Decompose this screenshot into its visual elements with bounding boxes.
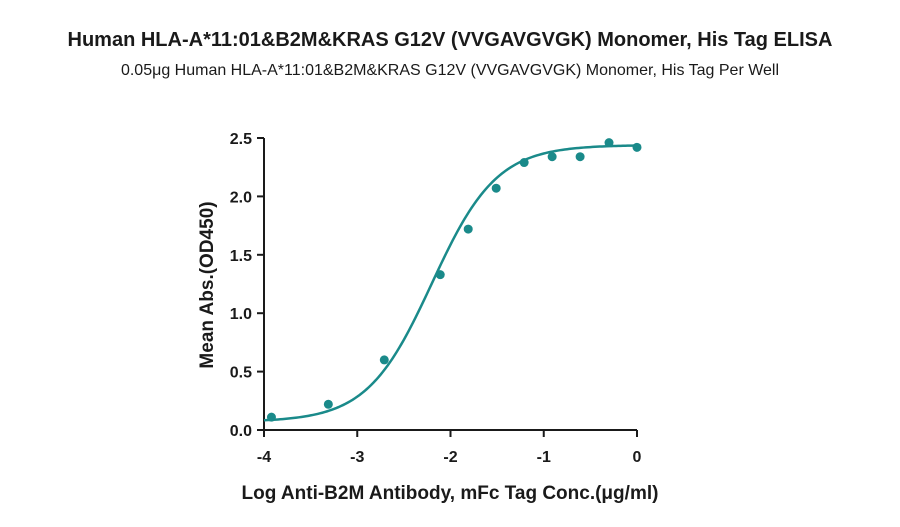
- chart-subtitle: 0.05μg Human HLA-A*11:01&B2M&KRAS G12V (…: [121, 62, 779, 79]
- x-tick-label: -2: [443, 449, 457, 466]
- data-point: [379, 355, 389, 365]
- y-tick-label: 0.0: [230, 423, 252, 440]
- plot-area: 0.0 0.5 1.0 1.5 2.0 2.5 -4 -3 -2 -1 0: [230, 131, 642, 466]
- data-points: [266, 138, 642, 422]
- y-tick-label: 2.5: [230, 131, 252, 148]
- y-tick-label: 1.0: [230, 306, 252, 323]
- y-tick-label: 0.5: [230, 365, 252, 382]
- x-tick-label: -3: [350, 449, 364, 466]
- y-axis-ticks: 0.0 0.5 1.0 1.5 2.0 2.5: [230, 131, 264, 440]
- chart-title: Human HLA-A*11:01&B2M&KRAS G12V (VVGAVGV…: [68, 29, 833, 51]
- x-tick-label: -1: [537, 449, 551, 466]
- data-point: [547, 152, 557, 162]
- data-point: [491, 183, 501, 193]
- y-tick-label: 1.5: [230, 248, 252, 265]
- x-axis-ticks: -4 -3 -2 -1 0: [257, 430, 642, 466]
- y-axis-label: Mean Abs.(OD450): [197, 201, 218, 368]
- data-point: [435, 270, 445, 280]
- data-point: [632, 142, 642, 152]
- fit-curve: [263, 144, 638, 422]
- data-point: [266, 412, 276, 422]
- x-tick-label: -4: [257, 449, 271, 466]
- data-point: [323, 399, 333, 409]
- data-point: [519, 158, 529, 168]
- x-axis-label: Log Anti-B2M Antibody, mFc Tag Conc.(μg/…: [242, 483, 659, 504]
- data-point: [463, 224, 473, 234]
- y-tick-label: 2.0: [230, 189, 252, 206]
- data-point: [604, 138, 614, 148]
- data-point: [575, 152, 585, 162]
- x-tick-label: 0: [633, 449, 642, 466]
